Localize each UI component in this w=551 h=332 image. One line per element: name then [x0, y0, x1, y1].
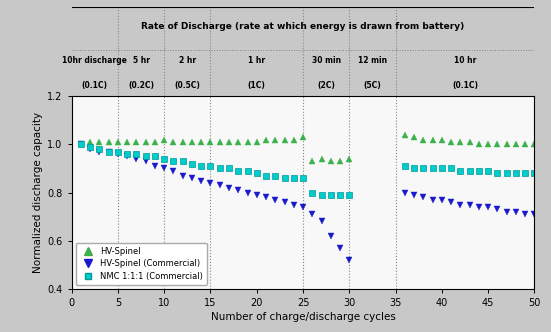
Text: (2C): (2C): [317, 81, 335, 90]
Text: 5 hr: 5 hr: [133, 56, 149, 65]
Text: (0.1C): (0.1C): [452, 81, 478, 90]
Text: 10 hr: 10 hr: [454, 56, 476, 65]
Text: (0.1C): (0.1C): [82, 81, 108, 90]
Text: 2 hr: 2 hr: [179, 56, 196, 65]
X-axis label: Number of charge/discharge cycles: Number of charge/discharge cycles: [210, 312, 396, 322]
Text: (5C): (5C): [364, 81, 381, 90]
Text: (1C): (1C): [248, 81, 266, 90]
Legend: HV-Spinel, HV-Spinel (Commercial), NMC 1:1:1 (Commercial): HV-Spinel, HV-Spinel (Commercial), NMC 1…: [76, 243, 207, 285]
Text: Rate of Discharge (rate at which energy is drawn from battery): Rate of Discharge (rate at which energy …: [142, 22, 464, 31]
Text: 30 min: 30 min: [312, 56, 341, 65]
Text: 12 min: 12 min: [358, 56, 387, 65]
Y-axis label: Normalized discharge capacity: Normalized discharge capacity: [33, 112, 43, 273]
Text: (0.5C): (0.5C): [175, 81, 200, 90]
Text: (0.2C): (0.2C): [128, 81, 154, 90]
Text: 10hr discharge: 10hr discharge: [62, 56, 127, 65]
Text: 1 hr: 1 hr: [248, 56, 266, 65]
